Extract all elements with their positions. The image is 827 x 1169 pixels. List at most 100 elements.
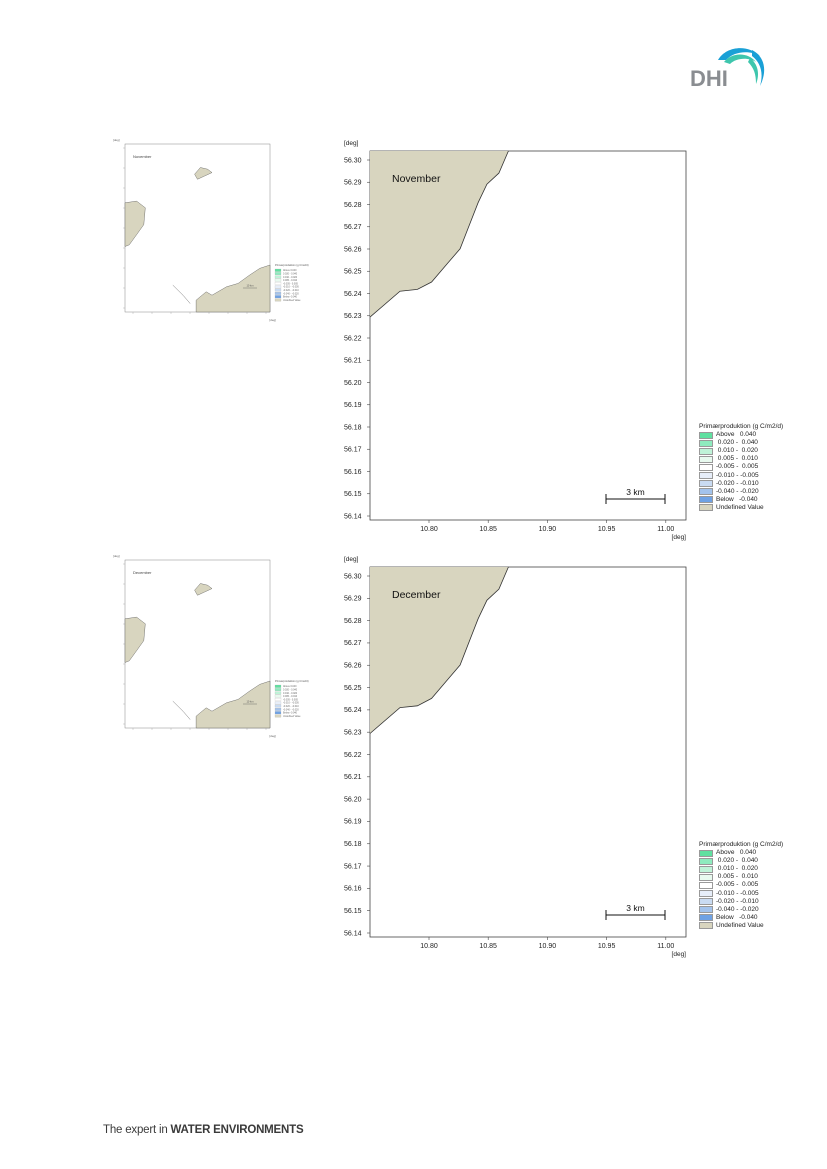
legend-swatch — [699, 431, 713, 439]
x-tick-label: 11.00 — [657, 943, 674, 950]
legend-entry: Below -0.040 — [699, 496, 789, 504]
overview-legend-label: 0.010 - 0.020 — [283, 276, 298, 279]
overview-legend-swatch — [274, 694, 282, 698]
legend-label: 0.005 - 0.010 — [716, 873, 758, 881]
y-tick-label: 56.14 — [344, 930, 362, 937]
legend-entry: Above 0.040 — [699, 849, 789, 857]
overview-scale-label: 10 km — [246, 700, 253, 704]
y-tick-label: 56.24 — [344, 291, 362, 298]
overview-legend-title: Primærproduktion (g C/m2/d) — [275, 679, 309, 683]
legend-label: Undefined Value — [716, 921, 764, 929]
y-tick-label: 56.28 — [344, 202, 362, 209]
legend-swatch — [699, 455, 713, 463]
overview-legend-label: -0.040 - -0.020 — [283, 292, 299, 295]
overview-legend-label: 0.020 - 0.040 — [283, 273, 298, 276]
y-tick-label: 56.25 — [344, 685, 362, 692]
overview-land — [194, 167, 213, 180]
y-tick-label: 56.18 — [344, 424, 362, 431]
overview-legend-swatch — [274, 684, 282, 688]
y-tick-label: 56.30 — [344, 573, 362, 580]
overview-legend-swatch — [274, 275, 282, 279]
legend-entry: 0.010 - 0.020 — [699, 447, 789, 455]
legend-entry: 0.005 - 0.010 — [699, 455, 789, 463]
legend-swatch — [699, 865, 713, 873]
legend-november: Primærproduktion (g C/m2/d) Above 0.040 … — [699, 423, 789, 512]
legend-entry: -0.020 - -0.010 — [699, 898, 789, 906]
footer-bold: WATER ENVIRONMENTS — [170, 1124, 304, 1136]
land-area — [370, 567, 509, 734]
legend-entry: Undefined Value — [699, 922, 789, 930]
y-tick-label: 56.20 — [344, 796, 362, 803]
x-axis-unit: [deg] — [672, 951, 687, 958]
y-tick-label: 56.23 — [344, 729, 362, 736]
y-tick-label: 56.29 — [344, 596, 362, 603]
legend-swatch — [699, 914, 713, 922]
overview-legend-swatch — [274, 268, 282, 272]
y-tick-label: 56.27 — [344, 640, 362, 647]
overview-legend-label: Undefined Value — [283, 715, 301, 718]
y-tick-label: 56.14 — [344, 513, 362, 520]
y-tick-label: 56.23 — [344, 313, 362, 320]
overview-legend-label: -0.020 - -0.010 — [283, 705, 299, 708]
legend-label: 0.010 - 0.020 — [716, 865, 758, 873]
legend-entry: -0.005 - 0.005 — [699, 881, 789, 890]
overview-legend-label: 0.005 - 0.010 — [283, 695, 298, 698]
legend-entry: Undefined Value — [699, 504, 789, 512]
overview-y-unit: [deg] — [113, 138, 120, 142]
legend-swatch — [699, 480, 713, 488]
overview-legend-label: -0.010 - -0.005 — [283, 286, 299, 289]
footer-prefix: The expert in — [103, 1124, 171, 1136]
overview-legend-label: Undefined Value — [283, 299, 301, 302]
x-tick-label: 10.80 — [420, 943, 438, 950]
y-tick-label: 56.22 — [344, 752, 362, 759]
overview-month-label: December — [133, 570, 152, 575]
overview-x-unit: [deg] — [269, 318, 276, 322]
y-tick-label: 56.20 — [344, 380, 362, 387]
legend-entry: -0.010 - -0.005 — [699, 472, 789, 480]
y-tick-label: 56.19 — [344, 402, 362, 409]
overview-legend-label: Above 0.040 — [283, 685, 297, 688]
overview-legend-swatch — [274, 688, 282, 691]
overview-legend-label: 0.020 - 0.040 — [283, 689, 298, 692]
legend-entry: Above 0.040 — [699, 431, 789, 439]
y-axis-unit: [deg] — [344, 140, 359, 147]
x-tick-label: 10.85 — [479, 526, 497, 533]
x-tick-label: 11.00 — [657, 526, 674, 533]
scale-bar-label: 3 km — [626, 487, 644, 497]
legend-swatch — [699, 898, 713, 906]
y-tick-label: 56.27 — [344, 224, 362, 231]
overview-legend-swatch — [274, 714, 282, 718]
y-tick-label: 56.18 — [344, 841, 362, 848]
wave-logo-icon — [718, 48, 765, 86]
legend-swatch — [699, 496, 713, 504]
overview-legend-swatch — [274, 691, 282, 695]
overview-legend-swatch — [274, 278, 282, 282]
legend-label: Above 0.040 — [716, 431, 757, 439]
legend-december: Primærproduktion (g C/m2/d) Above 0.040 … — [699, 841, 789, 930]
y-tick-label: 56.15 — [344, 908, 362, 915]
overview-legend-label: 0.005 - 0.010 — [283, 279, 298, 282]
legend-swatch — [699, 849, 713, 857]
legend-label: 0.005 - 0.010 — [716, 455, 758, 463]
overview-y-unit: [deg] — [113, 554, 120, 558]
overview-coast — [172, 700, 191, 720]
legend-swatch — [699, 873, 713, 881]
overview-legend-label: 0.010 - 0.020 — [283, 692, 298, 695]
overview-map-december: December [deg] [deg] 10 km Primærproduktion … — [113, 554, 309, 738]
overview-legend-label: -0.005 - 0.005 — [283, 282, 299, 285]
legend-swatch — [699, 464, 713, 472]
logo-text: DHI — [690, 66, 728, 91]
legend-entry: -0.010 - -0.005 — [699, 890, 789, 898]
y-tick-label: 56.26 — [344, 246, 362, 253]
legend-label: -0.005 - 0.005 — [716, 463, 759, 471]
month-label: December — [392, 589, 441, 601]
x-axis-unit: [deg] — [672, 534, 687, 541]
legend-label: 0.020 - 0.040 — [716, 439, 758, 447]
x-tick-label: 10.85 — [479, 943, 497, 950]
y-tick-label: 56.21 — [344, 774, 362, 781]
overview-legend-swatch — [274, 704, 282, 708]
legend-label: -0.010 - -0.005 — [716, 889, 759, 897]
overview-legend-swatch — [274, 285, 282, 289]
map-december: December [deg] 56.30 56.29 56.28 56.27 56.26 56… — [344, 556, 687, 958]
x-tick-label: 10.80 — [420, 526, 438, 533]
